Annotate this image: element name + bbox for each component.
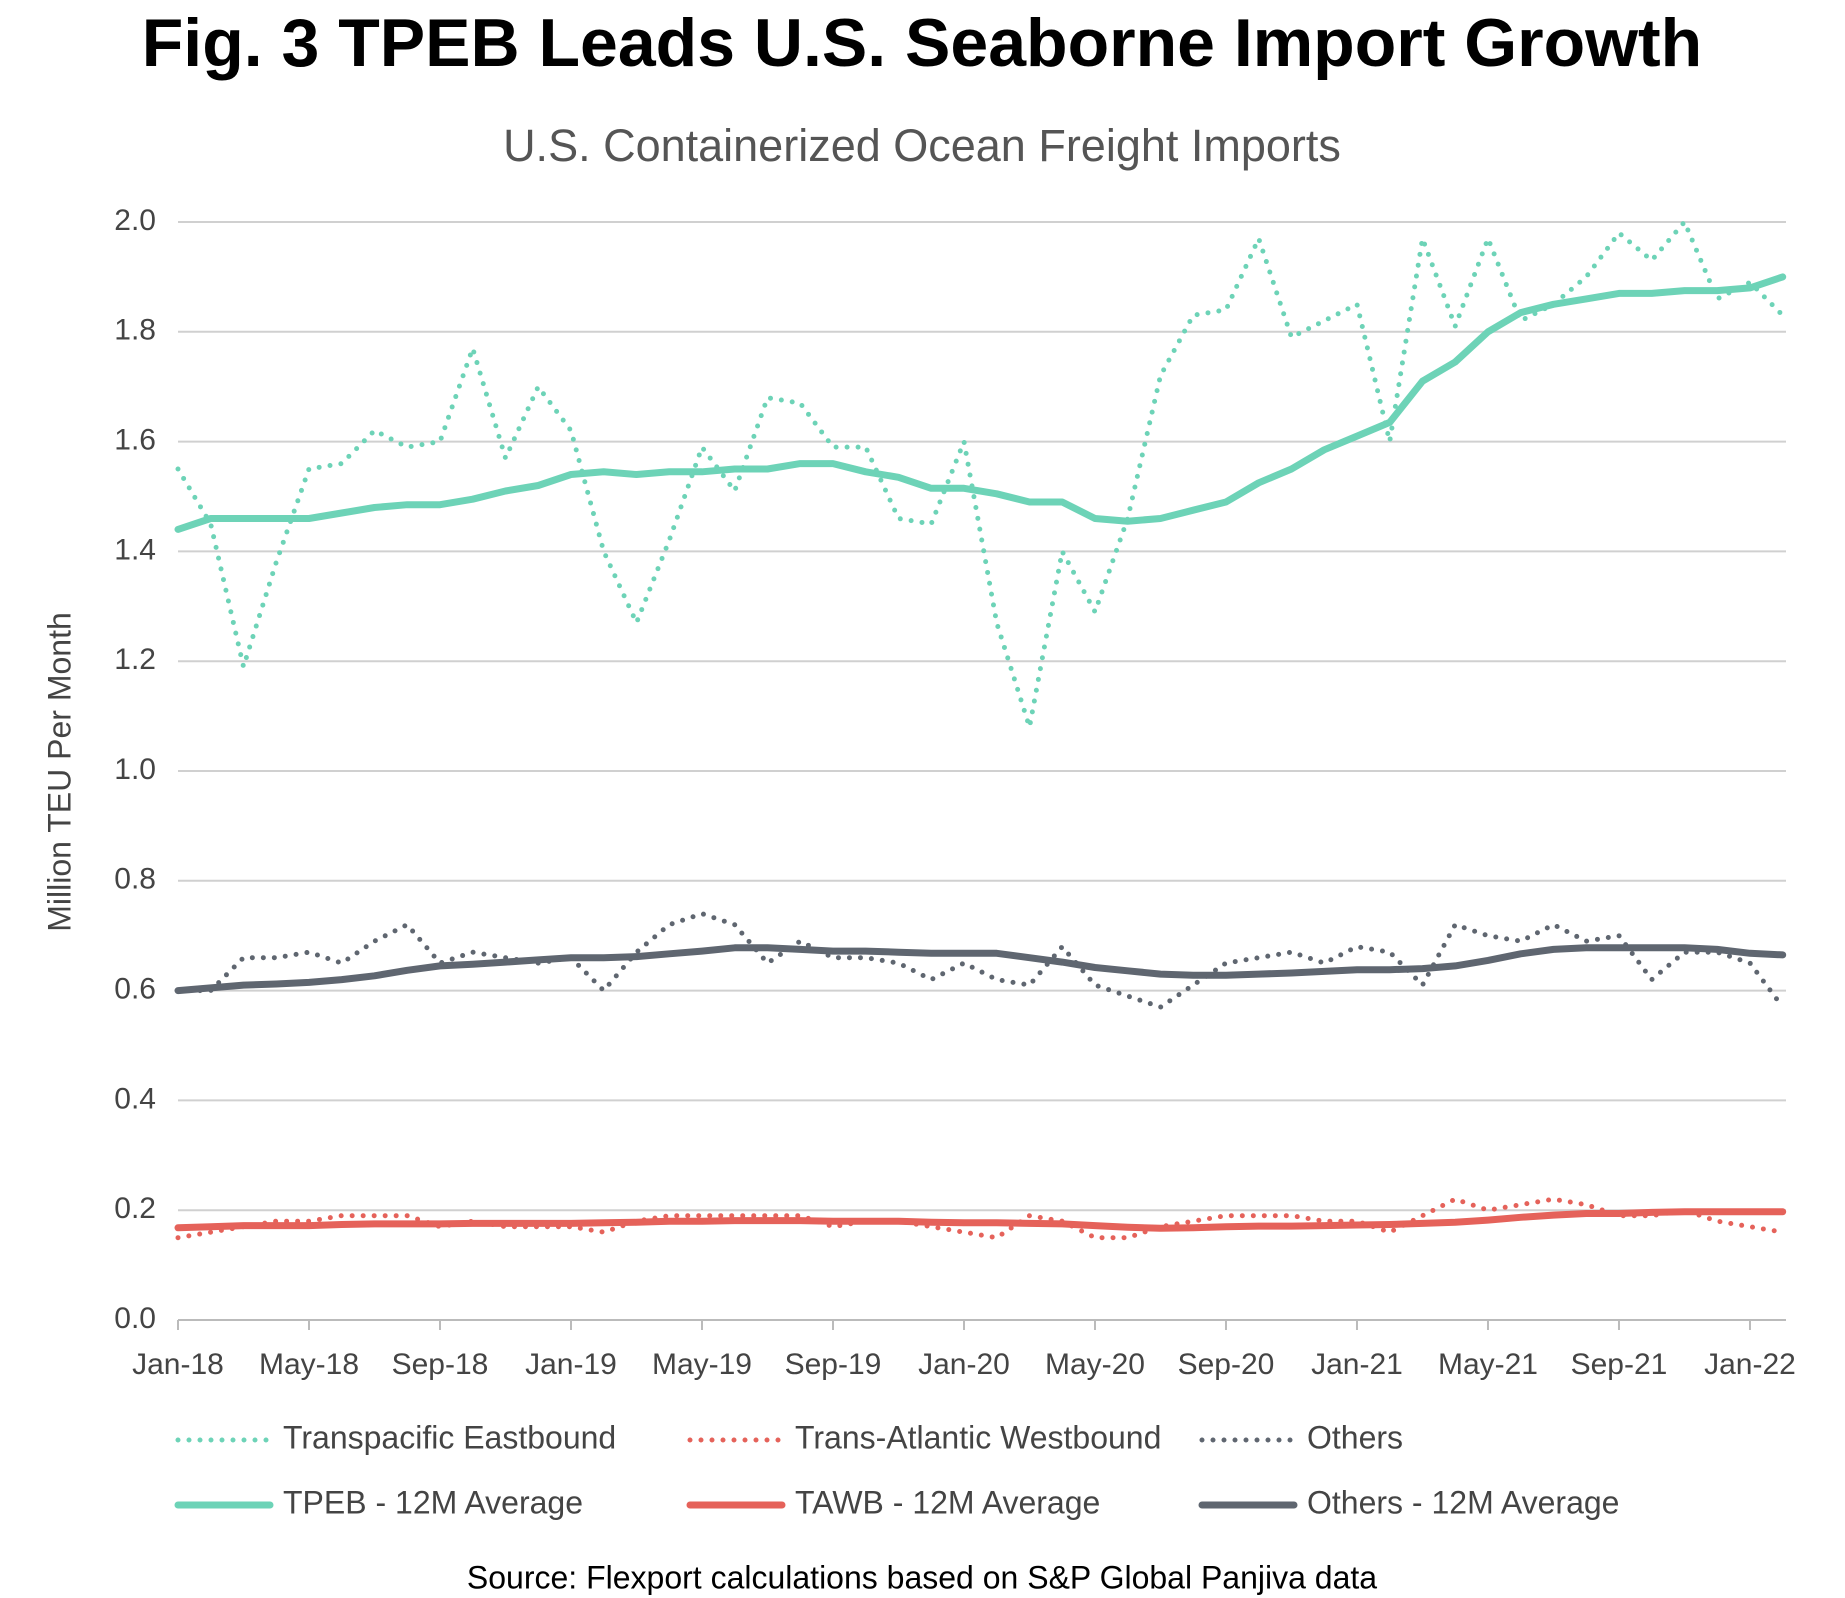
x-tick-label: Sep-20: [1178, 1348, 1275, 1381]
y-tick-label: 1.0: [114, 753, 156, 786]
x-tick-label: Sep-19: [785, 1348, 882, 1381]
y-tick-label: 0.0: [114, 1302, 156, 1335]
x-tick-label: May-19: [652, 1348, 752, 1381]
source-note: Source: Flexport calculations based on S…: [467, 1559, 1377, 1595]
series-line: [175, 1196, 1786, 1241]
y-tick-label: 0.6: [114, 973, 156, 1006]
y-tick-label: 0.4: [114, 1082, 156, 1115]
legend-label: Others: [1307, 1419, 1403, 1455]
legend-label: Trans-Atlantic Westbound: [795, 1419, 1161, 1455]
x-tick-label: May-18: [259, 1348, 359, 1381]
legend-label: TAWB - 12M Average: [795, 1484, 1100, 1520]
x-tick-label: May-20: [1045, 1348, 1145, 1381]
chart-title: Fig. 3 TPEB Leads U.S. Seaborne Import G…: [142, 5, 1702, 81]
y-tick-label: 1.2: [114, 643, 156, 676]
x-tick-label: Sep-21: [1571, 1348, 1668, 1381]
x-tick-label: Sep-18: [392, 1348, 489, 1381]
y-tick-label: 0.2: [114, 1192, 156, 1225]
x-tick-label: Jan-18: [132, 1348, 224, 1381]
series-line: [175, 217, 1786, 728]
legend-label: TPEB - 12M Average: [283, 1484, 583, 1520]
series-line: [174, 944, 1787, 995]
y-tick-label: 1.6: [114, 424, 156, 457]
legend-label: Transpacific Eastbound: [283, 1419, 616, 1455]
y-tick-label: 0.8: [114, 863, 156, 896]
y-axis-label: Million TEU Per Month: [41, 612, 77, 932]
y-tick-label: 2.0: [114, 204, 156, 237]
chart-subtitle: U.S. Containerized Ocean Freight Imports: [503, 120, 1341, 171]
x-tick-label: Jan-19: [525, 1348, 617, 1381]
series-line: [174, 273, 1787, 533]
legend-label: Others - 12M Average: [1307, 1484, 1619, 1520]
series-line: [175, 911, 1786, 1010]
x-tick-label: Jan-20: [918, 1348, 1010, 1381]
y-tick-label: 1.8: [114, 314, 156, 347]
x-tick-label: Jan-22: [1704, 1348, 1796, 1381]
x-tick-label: Jan-21: [1311, 1348, 1403, 1381]
y-tick-label: 1.4: [114, 533, 156, 566]
x-tick-label: May-21: [1438, 1348, 1538, 1381]
series-line: [174, 1208, 1787, 1232]
